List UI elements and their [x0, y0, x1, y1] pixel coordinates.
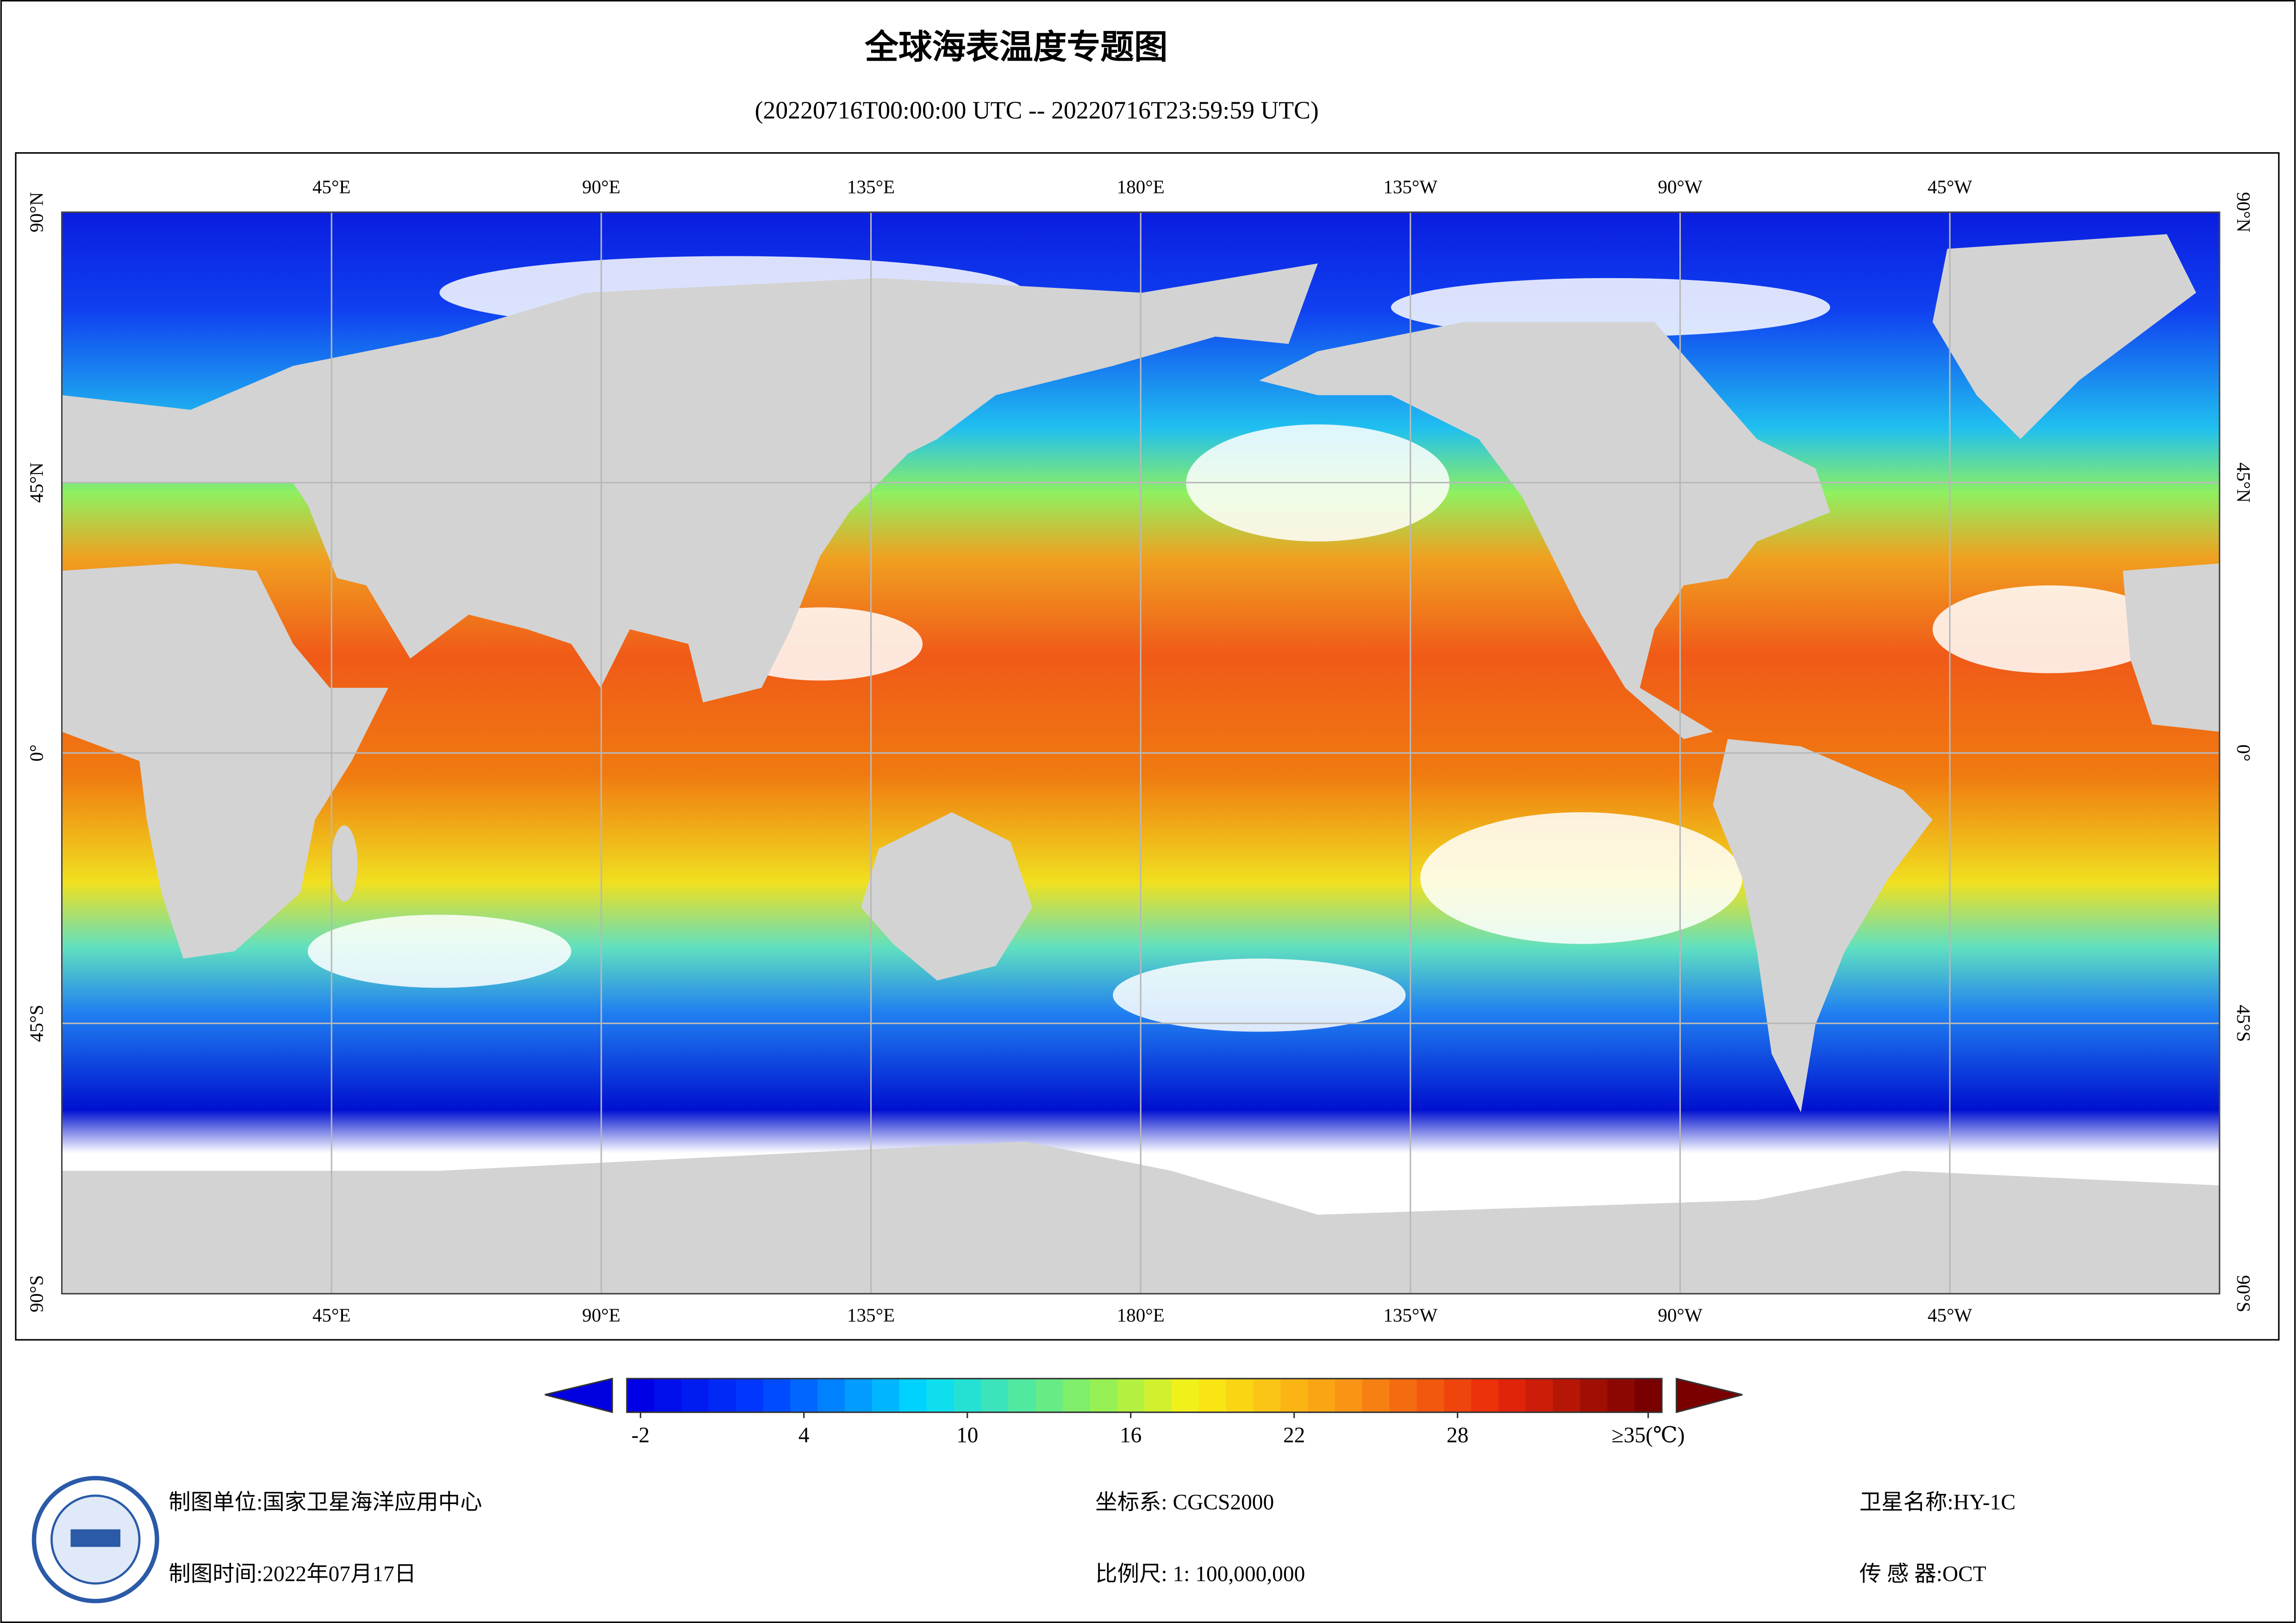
colorbar-swatch: [1525, 1378, 1554, 1412]
colorbar-swatch: [1389, 1378, 1417, 1412]
colorbar-swatch: [1008, 1378, 1036, 1412]
colorbar-swatch: [1253, 1378, 1281, 1412]
map: [61, 211, 2221, 1295]
lon-label-bottom: 135°W: [1383, 1305, 1437, 1326]
lon-label-bottom: 45°E: [312, 1305, 351, 1326]
colorbar-swatch: [981, 1378, 1009, 1412]
colorbar-swatch: [844, 1378, 873, 1412]
colorbar-swatch: [1335, 1378, 1363, 1412]
colorbar-tick-label: -2: [631, 1423, 650, 1447]
lon-label-top: 45°W: [1928, 176, 1972, 197]
colorbar-swatch: [926, 1378, 955, 1412]
colorbar-swatch: [1062, 1378, 1091, 1412]
colorbar-tick-label: 4: [799, 1423, 810, 1447]
colorbar-swatch: [1144, 1378, 1173, 1412]
title: 全球海表温度专题图: [864, 29, 1167, 66]
colorbar-swatch: [1580, 1378, 1608, 1412]
map-frame: [15, 152, 2280, 1341]
footer-date: 制图时间:2022年07月17日: [168, 1562, 416, 1586]
lat-label-right: 90°N: [2233, 192, 2254, 232]
lat-label-left: 90°N: [25, 192, 47, 232]
colorbar-swatch: [1416, 1378, 1445, 1412]
colorbar-tick-label: ≥35(℃): [1612, 1423, 1685, 1447]
footer-scale: 比例尺: 1: 100,000,000: [1095, 1562, 1305, 1586]
lon-label-bottom: 90°E: [582, 1305, 621, 1326]
colorbar-swatch: [1498, 1378, 1527, 1412]
colorbar-outline: [626, 1378, 1663, 1413]
lon-label-bottom: 135°E: [847, 1305, 895, 1326]
colorbar-swatch: [1471, 1378, 1499, 1412]
footer-crs: 坐标系: CGCS2000: [1095, 1491, 1274, 1515]
lat-label-right: 45°N: [2233, 462, 2254, 503]
colorbar-swatch: [1090, 1378, 1118, 1412]
colorbar-swatch: [872, 1378, 900, 1412]
lon-label-top: 90°W: [1658, 176, 1703, 197]
colorbar-swatch: [1308, 1378, 1336, 1412]
colorbar-over-arrow: [1676, 1377, 1743, 1413]
logo: [31, 1476, 159, 1604]
colorbar-swatch: [1198, 1378, 1227, 1412]
graticule: [62, 212, 2220, 1294]
lat-label-right: 45°S: [2233, 1005, 2254, 1042]
lat-label-right: 90°S: [2233, 1275, 2254, 1312]
colorbar-swatch: [1607, 1378, 1635, 1412]
footer-unit: 制图单位:国家卫星海洋应用中心: [168, 1491, 482, 1515]
colorbar-swatch: [1226, 1378, 1254, 1412]
colorbar-swatch: [817, 1378, 846, 1412]
lon-label-top: 90°E: [582, 176, 621, 197]
lat-label-left: 45°S: [25, 1005, 47, 1042]
colorbar-swatch: [1444, 1378, 1472, 1412]
subtitle: (20220716T00:00:00 UTC -- 20220716T23:59…: [755, 96, 1319, 124]
lat-label-right: 0°: [2233, 745, 2254, 762]
colorbar-swatch: [627, 1378, 655, 1412]
colorbar-swatch: [1117, 1378, 1145, 1412]
colorbar-tick-label: 10: [956, 1423, 978, 1447]
colorbar-swatch: [954, 1378, 982, 1412]
colorbar-swatch: [1553, 1378, 1581, 1412]
colorbar-swatch: [1035, 1378, 1063, 1412]
colorbar-under-arrow: [544, 1377, 613, 1413]
colorbar-swatch: [736, 1378, 764, 1412]
colorbar-swatch: [681, 1378, 709, 1412]
lat-label-left: 90°S: [25, 1275, 47, 1312]
colorbar-swatch: [654, 1378, 682, 1412]
lon-label-bottom: 90°W: [1658, 1305, 1703, 1326]
colorbar-tick-label: 16: [1120, 1423, 1142, 1447]
colorbar-swatch: [763, 1378, 791, 1412]
colorbar-swatch: [1635, 1378, 1663, 1412]
lon-label-top: 180°E: [1117, 176, 1165, 197]
colorbar-swatch: [708, 1378, 736, 1412]
footer-sensor: 传 感 器:OCT: [1859, 1562, 1986, 1586]
colorbar-swatch: [899, 1378, 927, 1412]
colorbar-swatch: [1280, 1378, 1309, 1412]
lon-label-top: 45°E: [312, 176, 351, 197]
lon-label-bottom: 180°E: [1117, 1305, 1165, 1326]
colorbar: [544, 1377, 1743, 1418]
lat-label-left: 45°N: [25, 462, 47, 503]
lon-label-bottom: 45°W: [1928, 1305, 1972, 1326]
colorbar-swatch: [1362, 1378, 1390, 1412]
lon-label-top: 135°E: [847, 176, 895, 197]
colorbar-tick-label: 28: [1447, 1423, 1468, 1447]
lat-label-left: 0°: [25, 745, 47, 762]
colorbar-swatch: [790, 1378, 818, 1412]
colorbar-swatch: [1171, 1378, 1200, 1412]
colorbar-tick-label: 22: [1283, 1423, 1305, 1447]
lon-label-top: 135°W: [1383, 176, 1437, 197]
footer-satellite: 卫星名称:HY-1C: [1859, 1491, 2015, 1515]
map-border: [61, 211, 2221, 1295]
